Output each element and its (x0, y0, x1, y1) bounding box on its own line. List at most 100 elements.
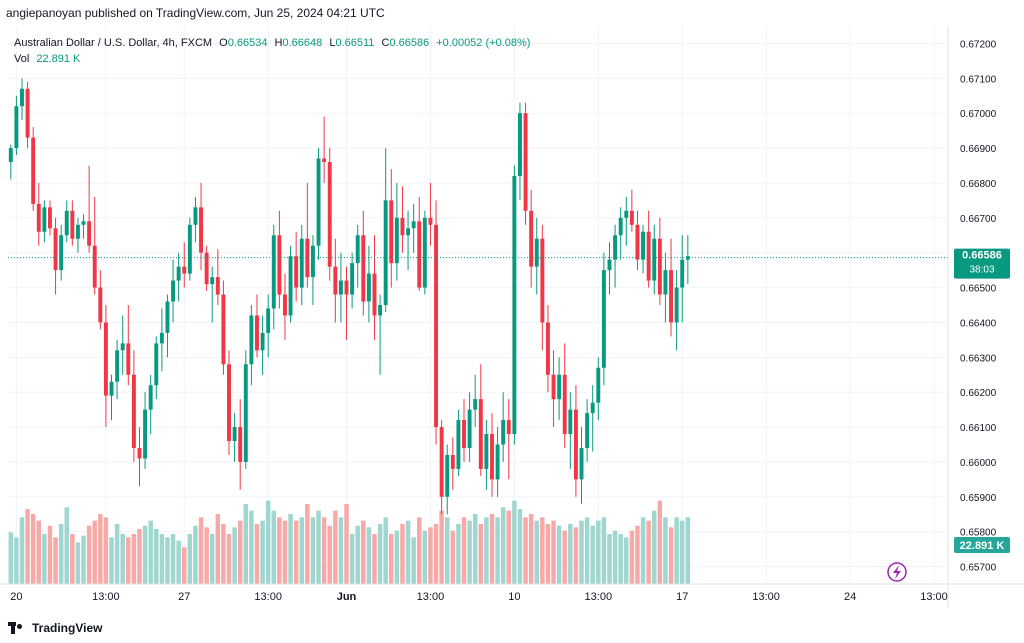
volume-bar (114, 524, 120, 584)
volume-bar (400, 524, 405, 584)
candle (283, 273, 287, 340)
grid (8, 26, 948, 584)
y-tick-label: 0.66500 (960, 284, 997, 295)
x-tick-label: 17 (676, 591, 688, 603)
volume-bar (500, 507, 506, 584)
volume-bar (411, 537, 416, 584)
y-tick-label: 0.66000 (960, 458, 997, 469)
candle (305, 182, 310, 288)
candle (154, 336, 159, 400)
volume-bar (428, 527, 433, 584)
volume-bar (75, 542, 81, 584)
volume-bar (674, 517, 679, 584)
candle (512, 165, 517, 445)
volume-bar (467, 520, 472, 584)
close-label: C (381, 37, 390, 49)
candle (361, 210, 366, 316)
candle (663, 252, 668, 323)
lightning-icon[interactable] (887, 562, 907, 582)
footer[interactable]: TradingView (8, 618, 102, 638)
x-tick-label: 24 (844, 591, 856, 603)
volume-bar (417, 517, 422, 584)
candle (36, 182, 41, 246)
volume-bar (42, 534, 47, 584)
candle (232, 413, 237, 462)
volume-bar (14, 537, 19, 584)
volume-bar (422, 530, 428, 584)
candle (338, 252, 343, 323)
candle (271, 224, 276, 330)
candle (646, 210, 651, 288)
volume-bar (58, 524, 64, 584)
x-tick-label: 13:00 (920, 591, 948, 603)
y-tick-label: 0.67100 (960, 74, 997, 85)
candle (210, 266, 215, 323)
candle (137, 427, 142, 487)
volume-bar (596, 520, 601, 584)
volume-bar (187, 534, 193, 584)
volume-bar (444, 517, 450, 584)
volume-bar (277, 517, 282, 584)
volume-bar (126, 537, 131, 584)
volume-bar (573, 527, 579, 584)
last-price-label: 0.66586 (962, 250, 1002, 262)
candle (551, 350, 556, 428)
candle (601, 252, 606, 386)
volume-bar (249, 510, 254, 584)
volume-bar (405, 520, 411, 584)
x-tick-label: Jun (337, 591, 357, 603)
volume-bar (472, 514, 478, 584)
volume-bar (568, 524, 573, 584)
y-axis: 0.67200 0.67100 0.67000 0.66900 0.66800 0.667… (947, 26, 997, 608)
candle (64, 200, 69, 243)
volume-bar (377, 524, 383, 584)
candle (48, 200, 52, 236)
volume-bar (86, 525, 92, 584)
volume-bar (584, 517, 590, 584)
volume-bar (556, 525, 562, 584)
volume-bar (282, 520, 288, 584)
candle (478, 364, 483, 476)
candle (165, 294, 170, 358)
candle (607, 242, 612, 295)
volume-bar (53, 537, 58, 584)
volume-bar (523, 517, 528, 584)
volume-bar (310, 517, 316, 584)
candle (243, 350, 248, 469)
volume-bar (148, 520, 153, 584)
volume-bar (679, 520, 685, 584)
candle (462, 399, 466, 462)
volume-bar (154, 529, 159, 584)
badges: 0.66586 38:03 22.891 K (887, 248, 1010, 582)
candle (652, 224, 657, 295)
candle (383, 148, 388, 312)
volume-label: 22.891 K (960, 540, 1005, 552)
volume-bar (19, 517, 25, 584)
x-tick-label: 13:00 (417, 591, 445, 603)
candle (422, 210, 427, 295)
candle (406, 210, 411, 271)
candle (187, 217, 192, 281)
volume-bar (159, 534, 165, 584)
candle (350, 252, 355, 309)
candle (439, 420, 444, 515)
x-tick-label: 13:00 (92, 591, 120, 603)
volume-bar (193, 525, 198, 584)
candlestick-chart[interactable]: 0.67200 0.67100 0.67000 0.66900 0.66800 0.667… (0, 26, 1024, 616)
volume-bar (254, 524, 260, 584)
volume-bar (489, 514, 495, 584)
y-tick-label: 0.66700 (960, 214, 997, 225)
volume-bar (349, 534, 355, 584)
candle (680, 235, 685, 323)
volume-bar (327, 525, 332, 584)
last-price-badge (954, 248, 1010, 279)
x-tick-label: 20 (10, 591, 22, 603)
volume-bar (293, 520, 299, 584)
x-tick-label: 10 (508, 591, 520, 603)
volume-bar (478, 524, 484, 584)
candle (159, 308, 164, 372)
y-tick-label: 0.66200 (960, 388, 997, 399)
y-tick-label: 0.66300 (960, 353, 997, 364)
volume-bar (64, 507, 69, 584)
chart-area[interactable]: 0.67200 0.67100 0.67000 0.66900 0.66800 0.667… (0, 26, 1024, 616)
